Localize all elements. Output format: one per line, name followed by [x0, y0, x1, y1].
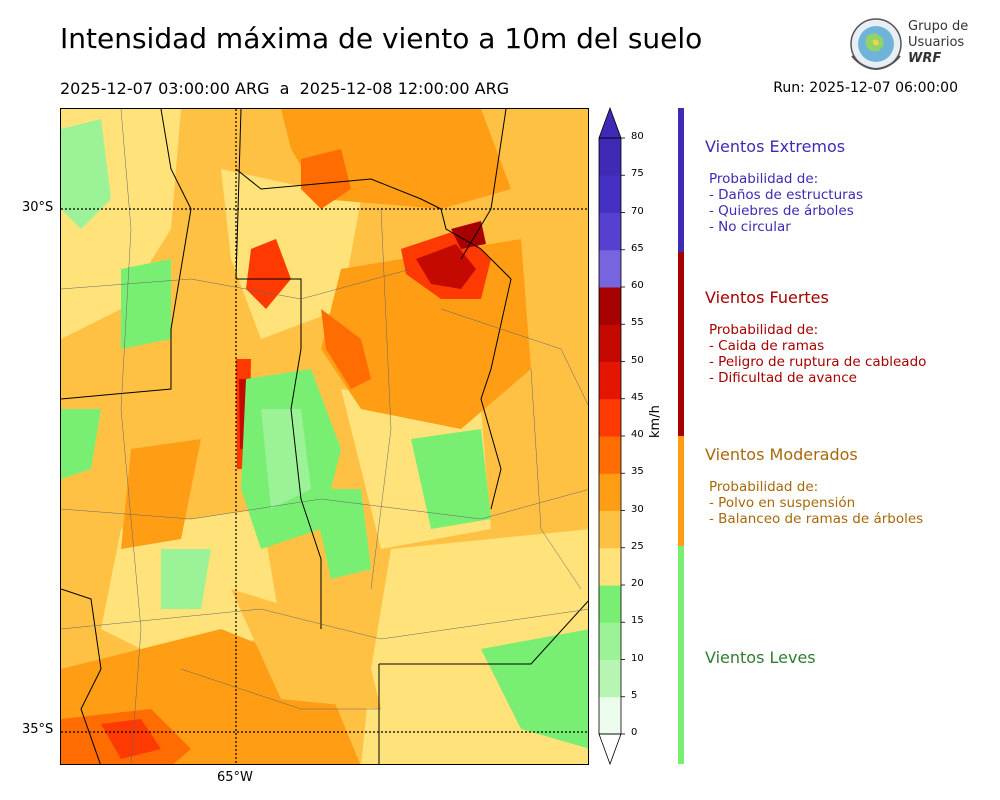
category-bar-extremos — [678, 108, 684, 252]
colorbar-cell — [599, 175, 621, 213]
colorbar-tick-label: 25 — [631, 540, 644, 552]
colorbar-extend-min — [598, 733, 622, 766]
category-title: Vientos Fuertes — [705, 288, 829, 307]
lon-label-65w: 65°W — [217, 770, 253, 785]
colorbar-cell — [599, 138, 621, 176]
colorbar-cell — [599, 324, 621, 362]
category-leves: Vientos Leves — [705, 650, 816, 682]
colorbar-cell — [599, 473, 621, 511]
category-fuertes: Vientos Fuertes Probabilidad de: - Caida… — [705, 288, 927, 387]
category-title: Vientos Leves — [705, 648, 816, 667]
logo-text-line3: WRF — [908, 51, 942, 66]
forecast-period: 2025-12-07 03:00:00 ARG a 2025-12-08 12:… — [60, 79, 510, 98]
colorbar-tick-label: 5 — [631, 689, 638, 701]
colorbar-tick-label: 40 — [631, 429, 644, 440]
colorbar-tick-label: 75 — [631, 168, 644, 180]
colorbar-tick-label: 0 — [631, 727, 638, 738]
wind-field-canvas — [61, 109, 588, 764]
colorbar-cell — [599, 287, 621, 325]
category-line: - Dificultad de avance — [709, 370, 857, 386]
category-bar-fuertes — [678, 252, 684, 436]
globe-logo-icon — [850, 18, 902, 71]
colorbar-tick-label: 30 — [631, 503, 644, 515]
category-bar-moderados — [678, 436, 684, 546]
category-line: - Quiebres de árboles — [709, 203, 854, 219]
run-timestamp: Run: 2025-12-07 06:00:00 — [773, 80, 958, 96]
category-title: Vientos Moderados — [705, 445, 858, 464]
category-line: - Peligro de ruptura de cableado — [709, 354, 927, 370]
category-line: - No circular — [709, 219, 791, 235]
colorbar-unit-label: km/h — [648, 405, 663, 438]
category-line: Probabilidad de: — [709, 171, 819, 187]
category-line: - Caida de ramas — [709, 338, 825, 354]
colorbar-extend-max — [598, 106, 622, 139]
colorbar-cell — [599, 659, 621, 698]
colorbar-cell — [599, 622, 621, 660]
colorbar-cell — [599, 249, 621, 288]
colorbar-cell — [599, 212, 621, 251]
colorbar-tick-label: 60 — [631, 280, 644, 291]
page-title: Intensidad máxima de viento a 10m del su… — [60, 22, 703, 55]
lat-label-30s: 30°S — [22, 200, 54, 215]
colorbar-tick-label: 10 — [631, 652, 644, 664]
category-line: - Balanceo de ramas de árboles — [709, 511, 924, 527]
colorbar-tick-label: 15 — [631, 615, 644, 627]
category-line: - Polvo en suspensión — [709, 495, 856, 511]
category-line: Probabilidad de: — [709, 479, 819, 495]
colorbar-cell — [599, 547, 621, 586]
logo-text-line2: Usuarios — [908, 35, 965, 50]
colorbar-cell — [599, 696, 621, 735]
category-line: - Daños de estructuras — [709, 187, 864, 203]
category-extremos: Vientos Extremos Probabilidad de: - Daño… — [705, 137, 864, 236]
colorbar-tick-label: 35 — [631, 466, 644, 478]
colorbar-cell — [599, 585, 621, 623]
colorbar-cell — [599, 436, 621, 474]
category-line: Probabilidad de: — [709, 322, 819, 338]
colorbar-tick-label: 50 — [631, 354, 644, 366]
lat-label-35s: 35°S — [22, 722, 54, 737]
colorbar-tick-label: 70 — [631, 205, 644, 217]
colorbar — [598, 106, 625, 766]
logo-text-line1: Grupo de — [908, 19, 969, 34]
colorbar-cell — [599, 398, 621, 437]
category-title: Vientos Extremos — [705, 137, 846, 156]
wind-map — [60, 108, 589, 765]
colorbar-tick-label: 45 — [631, 391, 644, 403]
colorbar-cell — [599, 361, 621, 400]
colorbar-tick-label: 65 — [631, 242, 644, 254]
colorbar-tick-label: 55 — [631, 317, 644, 329]
category-bar-leves — [678, 546, 684, 764]
wrf-logo: Grupo de Usuarios WRF — [848, 16, 978, 72]
colorbar-tick-label: 20 — [631, 578, 644, 589]
category-moderados: Vientos Moderados Probabilidad de: - Pol… — [705, 445, 924, 528]
colorbar-cell — [599, 510, 621, 549]
colorbar-tick-label: 80 — [631, 131, 644, 142]
